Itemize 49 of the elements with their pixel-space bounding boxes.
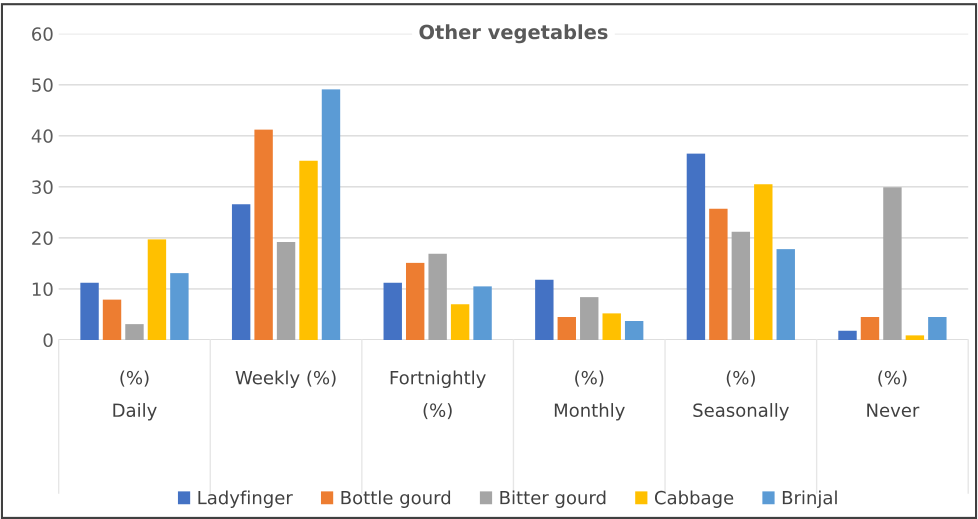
y-tick-label: 40 — [32, 129, 53, 143]
bar — [232, 204, 250, 340]
chart-title: Other vegetables — [419, 24, 608, 44]
y-tick-label: 60 — [32, 27, 53, 41]
bar — [299, 160, 318, 340]
bar — [148, 239, 166, 340]
bar — [535, 280, 554, 340]
bar — [384, 282, 402, 340]
bar — [732, 232, 750, 340]
bar — [580, 297, 598, 340]
bar — [406, 262, 424, 340]
bar — [125, 324, 144, 340]
bar — [473, 286, 492, 340]
legend-label: Bottle gourd — [341, 490, 450, 508]
bar — [602, 313, 621, 340]
bar — [102, 300, 122, 340]
bar — [80, 282, 99, 340]
y-tick-label: 10 — [32, 282, 53, 296]
legend-label: Bitter gourd — [500, 490, 606, 508]
bar — [776, 249, 795, 340]
bar — [450, 304, 470, 340]
bar — [928, 316, 947, 340]
bar — [906, 335, 924, 340]
y-tick-label: 20 — [32, 231, 53, 245]
bar — [838, 330, 857, 340]
bar — [686, 154, 706, 340]
bar — [883, 187, 902, 340]
x-tick-label: Fortnightly (%) — [390, 370, 486, 420]
bar — [558, 316, 576, 340]
bar — [170, 273, 189, 340]
x-tick-label: Weekly (%) — [236, 370, 336, 388]
x-tick-label: (%) Monthly — [554, 370, 625, 421]
legend-label: Cabbage — [654, 490, 734, 508]
x-tick-label: (%) Seasonally — [693, 370, 789, 421]
bar — [624, 321, 644, 340]
bar — [860, 316, 880, 340]
bar — [322, 89, 340, 340]
bar — [709, 208, 728, 340]
y-tick-label: 50 — [32, 78, 53, 92]
y-tick-label: 30 — [32, 180, 53, 194]
legend-label: Brinjal — [782, 490, 837, 508]
x-tick-label: (%) Never — [867, 370, 920, 418]
x-tick-label: (%) Daily — [113, 370, 157, 421]
y-tick-label: 0 — [44, 333, 53, 348]
legend-label: Ladyfinger — [198, 490, 293, 508]
bar — [754, 184, 772, 340]
bar — [276, 242, 296, 340]
bar — [428, 254, 447, 340]
bar — [254, 130, 273, 340]
